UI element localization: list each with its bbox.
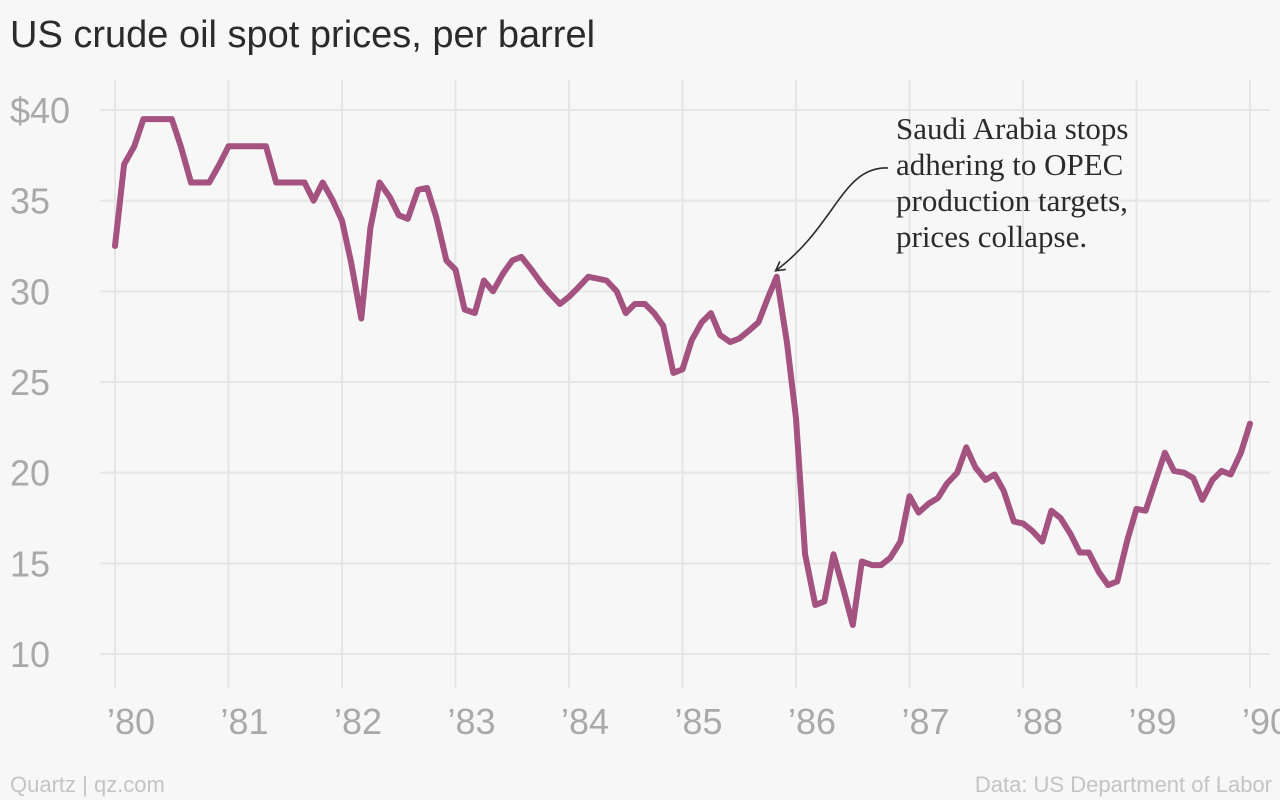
x-tick-label: ’83 (448, 701, 496, 742)
x-tick-label: ’86 (788, 701, 836, 742)
y-tick-label: 10 (10, 634, 50, 675)
x-tick-label: ’87 (902, 701, 950, 742)
x-tick-label: ’88 (1015, 701, 1063, 742)
y-tick-label: $40 (10, 90, 70, 131)
chart-title: US crude oil spot prices, per barrel (10, 14, 596, 56)
x-tick-label: ’82 (334, 701, 382, 742)
y-tick-label: 35 (10, 181, 50, 222)
price-line (112, 116, 1253, 628)
credit-text: Quartz | qz.com (10, 772, 165, 797)
x-tick-label: ’80 (107, 701, 155, 742)
y-tick-label: 20 (10, 453, 50, 494)
annotation-arrow (774, 167, 889, 272)
x-tick-label: ’89 (1129, 701, 1177, 742)
y-tick-label: 25 (10, 362, 50, 403)
data-source-text: Data: US Department of Labor (974, 772, 1272, 797)
x-tick-label: ’85 (675, 701, 723, 742)
annotation-text: Saudi Arabia stops adhering to OPEC produc… (896, 111, 1129, 254)
y-tick-label: 30 (10, 271, 50, 312)
x-tick-label: ’81 (221, 701, 269, 742)
x-tick-label: ’90 (1242, 701, 1280, 742)
y-tick-label: 15 (10, 543, 50, 584)
x-tick-label: ’84 (561, 701, 609, 742)
